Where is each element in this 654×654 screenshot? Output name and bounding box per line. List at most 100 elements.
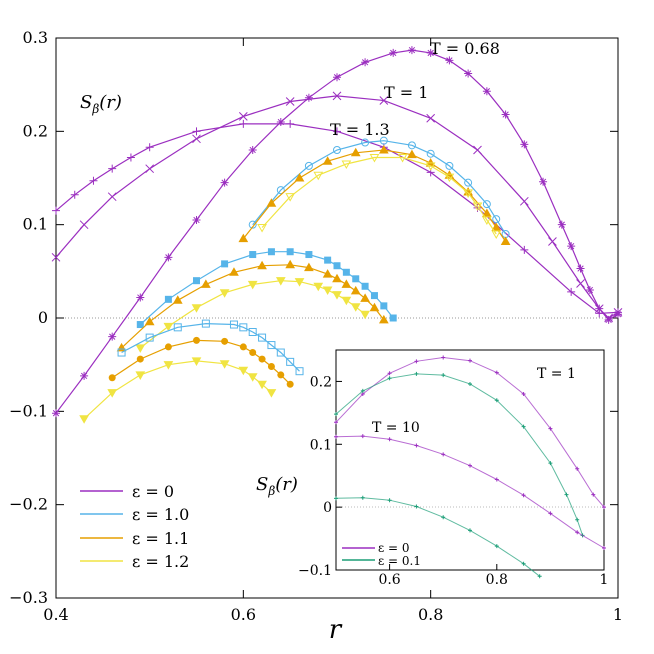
series-line [83,360,272,420]
inset-data-point [602,505,606,510]
data-point [172,295,183,304]
data-point [267,248,275,256]
data-point [144,316,155,326]
data-point [379,96,389,105]
data-point [276,348,285,357]
data-point [361,138,370,147]
data-point [257,223,267,233]
annotation-T0.68: T = 0.68 [430,39,500,58]
data-point [267,363,275,371]
data-point [295,367,304,376]
inset: 0.6 0.8 1 −0.1 0 0.1 0.2 Sβ(r) T = 1 T = 10 ε … [256,349,609,588]
data-point [341,296,352,306]
data-point [361,58,370,67]
legend: ε = 0 ε = 1.0 ε = 1.1 ε = 1.2 [80,482,189,571]
data-point [239,323,248,332]
data-point [192,127,201,136]
data-point [275,277,286,286]
inset-series [334,355,606,579]
data-point [397,153,408,163]
inset-data-point [575,466,580,471]
data-point [239,343,247,351]
data-point [257,260,267,270]
data-point [285,97,295,106]
data-point [294,278,305,287]
data-point [164,295,172,303]
data-point [604,315,613,324]
x-tick-label: 0.6 [231,605,256,624]
data-point [192,216,201,224]
data-point [464,69,473,78]
data-point [193,336,200,344]
series-eps1.1_T1 [116,259,389,352]
inset-data-point [334,420,338,425]
data-point [473,145,482,155]
data-point [257,380,267,390]
y-tick-label: −0.3 [9,588,48,607]
data-point [164,343,172,351]
data-point [333,73,341,82]
data-point [501,110,510,119]
data-point [472,202,483,212]
inset-data-point [521,424,526,429]
annotation-T1.3: T = 1.3 [330,120,390,139]
inset-data-point [468,463,472,468]
data-point [247,373,258,382]
data-point [219,360,230,369]
data-point [239,119,248,128]
data-point [576,279,585,288]
data-point [286,119,295,128]
data-point [145,164,155,174]
data-point [117,348,126,357]
data-point [369,302,380,312]
data-point [136,293,145,302]
data-point [163,322,174,332]
data-point [247,280,258,290]
inset-legend-label-eps0.1: ε = 0.1 [378,554,421,568]
inset-data-point [521,493,526,498]
data-point [407,46,416,55]
inset-data-point [468,381,472,386]
inset-series-line [335,373,584,536]
series-line [55,123,619,314]
data-point [145,143,154,152]
series-eps0_T1.3 [52,119,622,318]
data-point [482,200,491,209]
inset-data-point [564,492,569,497]
data-point [80,371,89,380]
data-point [294,172,305,182]
data-point [107,389,118,398]
series-eps1.1_T0.68 [108,336,294,388]
inset-x-tick-label: 1 [600,572,609,588]
inset-legend-label-eps0: ε = 0 [378,541,410,555]
data-point [219,289,230,298]
data-point [322,269,333,278]
data-point [108,374,116,382]
series-line [55,49,619,414]
inset-data-point [334,496,338,501]
inset-series-inset_eps0.1_T1 [334,371,585,538]
series-line [139,251,394,325]
data-point [324,256,332,264]
series-eps1.2_T0.68 [79,357,277,424]
data-point [567,242,576,251]
inset-data-point [387,376,392,381]
data-point [51,252,61,262]
y-axis-title: Sβ(r) [80,92,122,116]
inset-background [335,349,605,571]
data-point [341,160,352,170]
data-point [248,146,257,154]
data-point [539,177,548,186]
data-point [191,304,202,313]
data-point [322,286,333,296]
data-point [266,198,277,207]
series-eps1.2_T1 [135,277,370,353]
inset-data-point [360,388,365,393]
inset-data-point [521,561,526,566]
data-point [136,355,144,363]
data-point [277,371,285,379]
data-point [201,319,210,328]
series-line [121,322,300,372]
data-point [313,282,324,292]
